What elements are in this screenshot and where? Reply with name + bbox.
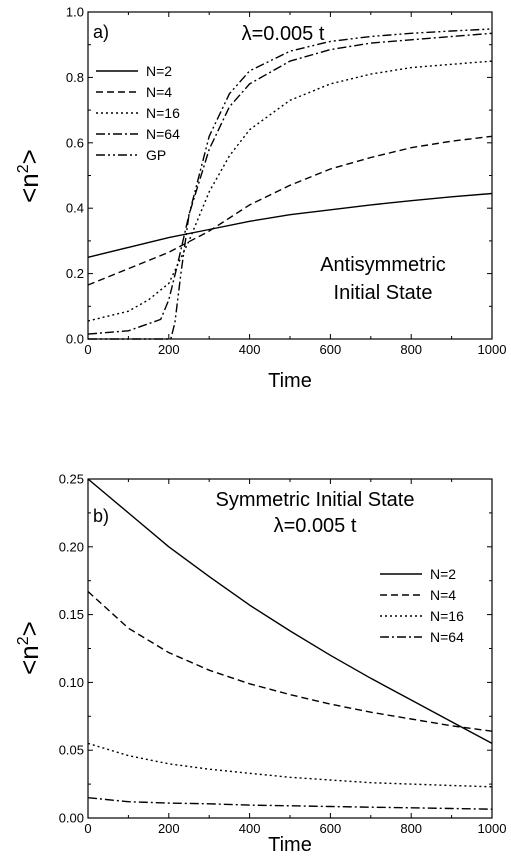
- panel-b-series-line-n4: [87, 590, 493, 732]
- panel-b-x-tick-label: 1000: [478, 821, 507, 836]
- panel-b-y-axis-label: <n2>: [14, 621, 44, 675]
- panel-b-x-tick-label: 600: [320, 821, 342, 836]
- panel-a-x-tick-label: 0: [84, 342, 91, 357]
- panel-a-series-line-gp: [88, 28, 493, 340]
- panel-a-x-tick-label: 800: [400, 342, 422, 357]
- panel-a-state-annotation: Antisymmetric: [320, 254, 446, 276]
- panel-b-y-tick-label: 0.10: [59, 675, 84, 690]
- panel-b-y-tick-label: 0.25: [59, 472, 84, 487]
- panel-b-series-line-n16: [87, 742, 493, 788]
- panel-b-x-tick-label: 200: [158, 821, 180, 836]
- panel-a-legend-label: GP: [146, 147, 166, 163]
- panel-a-legend-label: N=4: [146, 84, 172, 100]
- panel-a-legend-label: N=64: [146, 126, 180, 142]
- panel-b-y-tick-label: 0.15: [59, 607, 84, 622]
- panel-a-legend-label: N=2: [146, 63, 172, 79]
- panel-a-x-tick-label: 200: [158, 342, 180, 357]
- panel-b-x-tick-label: 800: [400, 821, 422, 836]
- panel-a-series-line-n64: [87, 32, 493, 335]
- panel-a-x-tick-label: 400: [239, 342, 261, 357]
- panel-a-y-tick-label: 0.0: [66, 332, 84, 347]
- panel-b-panel-label: b): [93, 506, 109, 526]
- panel-a-state-annotation: Initial State: [334, 282, 433, 304]
- panel-a-legend-label: N=16: [146, 105, 180, 121]
- panel-b-legend-label: N=2: [430, 566, 456, 582]
- panel-b-y-tick-label: 0.00: [59, 811, 84, 826]
- panel-b-legend-label: N=4: [430, 587, 456, 603]
- panel-b-legend-label: N=16: [430, 608, 464, 624]
- panel-a-x-tick-label: 600: [320, 342, 342, 357]
- panel-a-y-tick-label: 0.6: [66, 135, 84, 150]
- panel-b-series-line-n64: [87, 797, 493, 810]
- panel-a-y-tick-label: 0.2: [66, 266, 84, 281]
- panel-a-x-tick-label: 1000: [478, 342, 507, 357]
- panel-a-y-axis-label: <n2>: [14, 149, 44, 203]
- panel-a-series-line-n2: [87, 192, 493, 258]
- panel-a-lambda-annotation: λ=0.005 t: [242, 23, 325, 45]
- panel-b-series-line-n2: [87, 478, 493, 745]
- panel-b-x-tick-label: 0: [84, 821, 91, 836]
- panel-a-y-tick-label: 0.4: [66, 201, 84, 216]
- panel-a-x-axis-label: Time: [268, 370, 312, 392]
- panel-b-x-tick-label: 400: [239, 821, 261, 836]
- panel-b-y-tick-label: 0.20: [59, 539, 84, 554]
- panel-b-lambda-annotation: λ=0.005 t: [274, 515, 357, 537]
- panel-b-legend-label: N=64: [430, 629, 464, 645]
- panel-b-state-annotation: Symmetric Initial State: [216, 489, 415, 511]
- panel-a-panel-label: a): [93, 22, 109, 42]
- panel-a-series-line-n4: [87, 135, 493, 286]
- panel-a-y-tick-label: 0.8: [66, 70, 84, 85]
- panel-a-y-tick-label: 1.0: [66, 5, 84, 20]
- panel-b-y-tick-label: 0.05: [59, 743, 84, 758]
- panel-b-x-axis-label: Time: [268, 834, 312, 856]
